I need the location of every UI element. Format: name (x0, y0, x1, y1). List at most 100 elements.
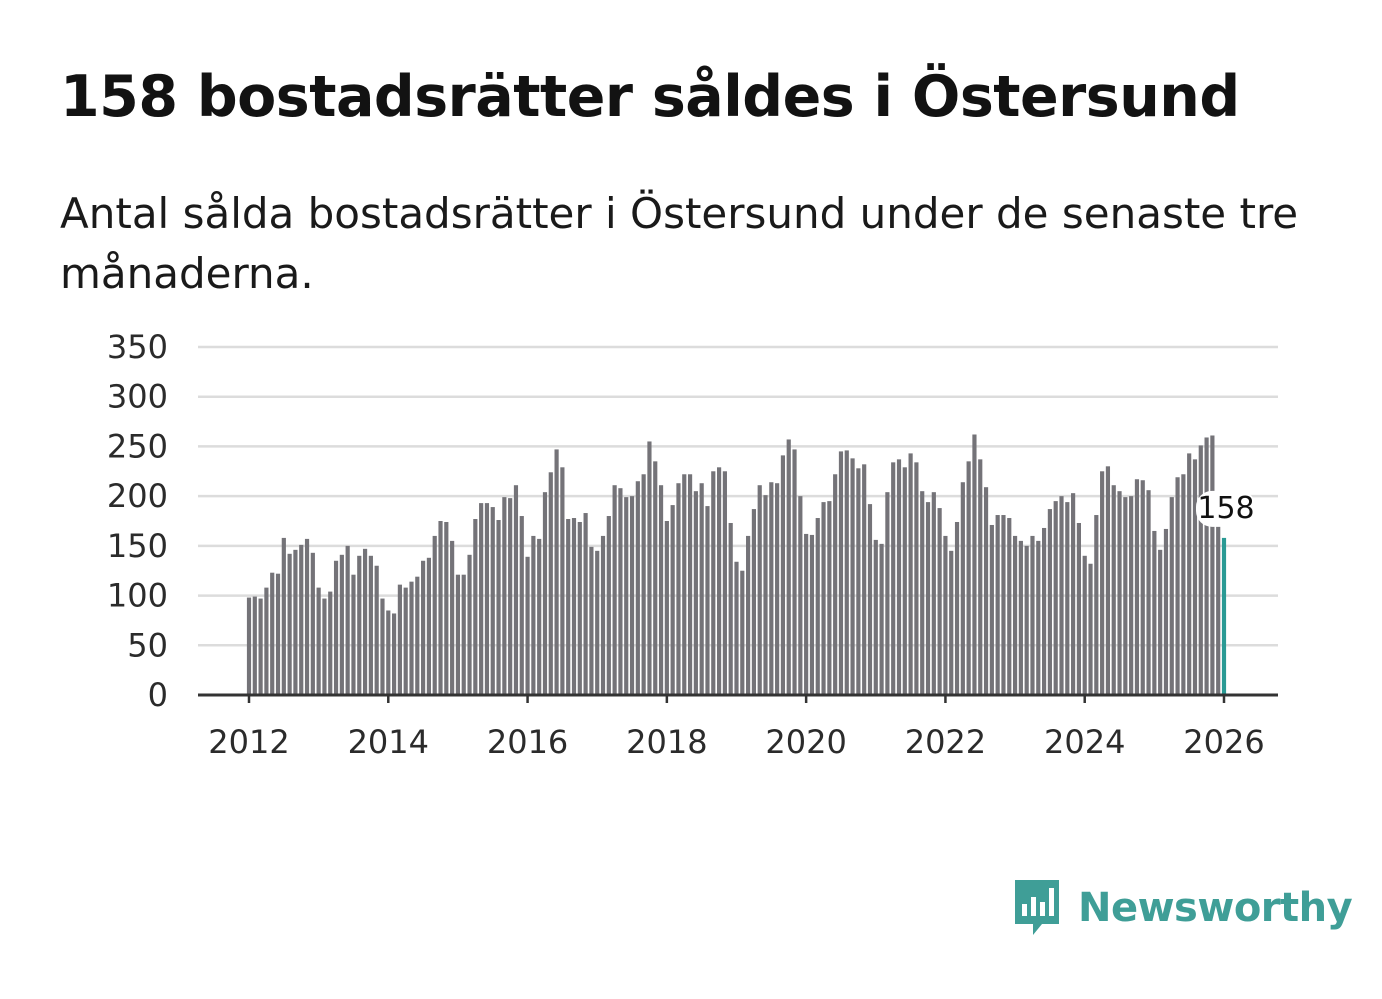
bar (566, 519, 571, 695)
x-tick-label: 2012 (208, 723, 289, 761)
bar (403, 587, 408, 695)
bar (815, 518, 820, 695)
bar (473, 519, 478, 695)
bar (885, 492, 890, 695)
bar (351, 574, 356, 695)
bar (943, 535, 948, 695)
bar (508, 498, 513, 695)
bar (362, 548, 368, 695)
bar (629, 496, 635, 695)
y-tick-label: 350 (107, 328, 168, 366)
bar (322, 598, 327, 695)
bar (792, 449, 797, 695)
bar (455, 574, 461, 695)
bar (746, 535, 751, 695)
bar (461, 574, 466, 695)
x-tick-label: 2014 (348, 723, 429, 761)
bar (786, 439, 791, 695)
bar (687, 474, 693, 695)
bar (1042, 527, 1047, 695)
bar (316, 587, 321, 695)
bar (995, 515, 1000, 695)
bar-series (246, 434, 1227, 695)
bar (612, 485, 617, 695)
bar (850, 458, 855, 695)
bar (618, 488, 623, 695)
bar (1163, 528, 1169, 695)
bar (496, 520, 501, 695)
bar (368, 555, 373, 695)
bar (1105, 466, 1111, 695)
bar (1198, 445, 1203, 695)
bar (531, 535, 536, 695)
bar (1012, 535, 1018, 695)
bar (833, 474, 838, 695)
bar (519, 516, 524, 695)
x-tick-label: 2024 (1044, 723, 1125, 761)
bar (711, 471, 716, 695)
bar (1100, 471, 1105, 695)
bar (252, 596, 257, 695)
x-tick-label: 2022 (905, 723, 986, 761)
bar (1175, 477, 1180, 695)
bar (542, 492, 548, 695)
y-tick-label: 150 (107, 527, 168, 565)
bar (751, 509, 756, 695)
bar (908, 453, 913, 695)
bar (775, 483, 780, 695)
bar (595, 550, 600, 695)
bar (1001, 515, 1006, 695)
y-tick-label: 300 (107, 378, 168, 416)
bar (264, 587, 269, 695)
bar (1192, 459, 1198, 695)
bar (548, 472, 553, 695)
newsworthy-icon (1015, 880, 1059, 935)
bar (920, 491, 925, 695)
bar (1140, 480, 1145, 695)
bar (287, 553, 292, 695)
brand-name: Newsworthy (1078, 885, 1353, 931)
bar (537, 538, 542, 695)
bar (914, 462, 919, 695)
bar (931, 492, 936, 695)
bar (333, 560, 339, 695)
bar (676, 483, 681, 695)
bar (600, 535, 606, 695)
bar (1152, 530, 1157, 695)
y-tick-label: 200 (107, 477, 168, 515)
bar (392, 613, 397, 695)
bar (821, 502, 826, 695)
bar (966, 461, 971, 695)
bar (1111, 485, 1116, 695)
bar (1018, 540, 1023, 695)
bar (1169, 497, 1174, 695)
bar (577, 521, 582, 695)
bar (624, 497, 629, 695)
bar (1129, 496, 1134, 695)
bar (502, 497, 507, 695)
bar (374, 565, 379, 695)
bar (270, 572, 275, 695)
bar (513, 485, 519, 695)
bar (421, 560, 426, 695)
bar (891, 462, 896, 695)
bar (844, 450, 849, 695)
bar (275, 573, 281, 695)
bar (1024, 545, 1029, 695)
x-tick-label: 2016 (487, 723, 568, 761)
y-tick-label: 100 (107, 577, 168, 615)
y-tick-label: 50 (127, 626, 168, 664)
bar (525, 556, 530, 695)
bar (902, 467, 907, 695)
bar (258, 598, 263, 695)
bar (664, 521, 669, 695)
bar (873, 539, 878, 695)
bar (809, 534, 815, 695)
bar (397, 584, 402, 695)
bar (606, 516, 611, 695)
bar (1076, 522, 1081, 695)
bar (479, 503, 484, 695)
bar (653, 461, 658, 695)
bar-highlight (1221, 537, 1227, 695)
bar (728, 522, 733, 695)
